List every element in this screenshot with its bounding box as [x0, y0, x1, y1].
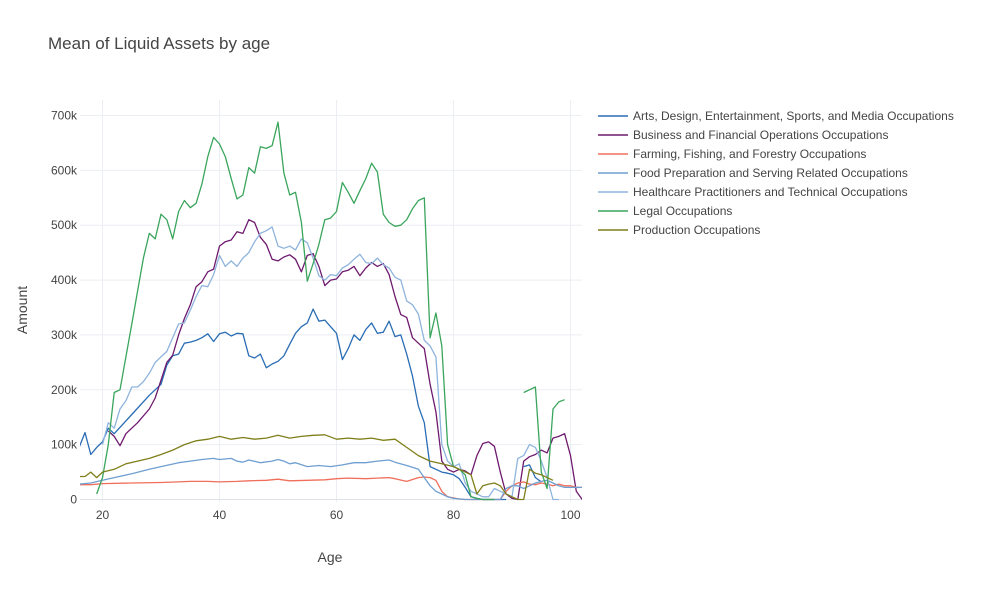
- y-tick-label: 200k: [51, 383, 78, 397]
- legend-label: Production Occupations: [633, 223, 760, 237]
- x-tick-label: 80: [447, 508, 461, 522]
- y-tick-label: 500k: [51, 218, 78, 232]
- y-tick-label: 700k: [51, 109, 78, 123]
- x-tick-label: 100: [560, 508, 580, 522]
- legend-item[interactable]: Arts, Design, Entertainment, Sports, and…: [598, 109, 954, 123]
- y-tick-label: 100k: [51, 438, 78, 452]
- series-line[interactable]: [79, 457, 582, 501]
- series-line[interactable]: [101, 226, 559, 501]
- x-axis-title: Age: [318, 549, 343, 565]
- y-tick-label: 600k: [51, 163, 78, 177]
- chart-title: Mean of Liquid Assets by age: [48, 34, 271, 53]
- legend-item[interactable]: Farming, Fishing, and Forestry Occupatio…: [598, 147, 866, 161]
- y-tick-label: 0: [70, 493, 77, 507]
- x-tick-label: 20: [96, 508, 110, 522]
- grid: [80, 100, 582, 502]
- legend-item[interactable]: Healthcare Practitioners and Technical O…: [598, 185, 908, 199]
- series-lines: [79, 121, 582, 501]
- y-tick-label: 300k: [51, 328, 78, 342]
- legend-label: Healthcare Practitioners and Technical O…: [633, 185, 908, 199]
- legend-item[interactable]: Business and Financial Operations Occupa…: [598, 128, 888, 142]
- x-tick-label: 60: [330, 508, 344, 522]
- legend-item[interactable]: Legal Occupations: [598, 204, 732, 218]
- axes: 20 40 60 80 100 0 100k 200k 300k 400k 500k 600k 700k: [51, 109, 581, 523]
- series-line[interactable]: [79, 434, 554, 501]
- y-axis-title: Amount: [14, 286, 30, 334]
- series-line[interactable]: [96, 121, 565, 501]
- legend-label: Business and Financial Operations Occupa…: [633, 128, 888, 142]
- legend-item[interactable]: Production Occupations: [598, 223, 760, 237]
- legend[interactable]: Arts, Design, Entertainment, Sports, and…: [598, 109, 954, 237]
- legend-item[interactable]: Food Preparation and Serving Related Occ…: [598, 166, 908, 180]
- x-tick-label: 40: [213, 508, 227, 522]
- legend-label: Legal Occupations: [633, 204, 732, 218]
- y-tick-label: 400k: [51, 273, 78, 287]
- legend-label: Arts, Design, Entertainment, Sports, and…: [633, 109, 954, 123]
- series-line[interactable]: [107, 219, 582, 501]
- legend-label: Food Preparation and Serving Related Occ…: [633, 166, 908, 180]
- legend-label: Farming, Fishing, and Forestry Occupatio…: [633, 147, 866, 161]
